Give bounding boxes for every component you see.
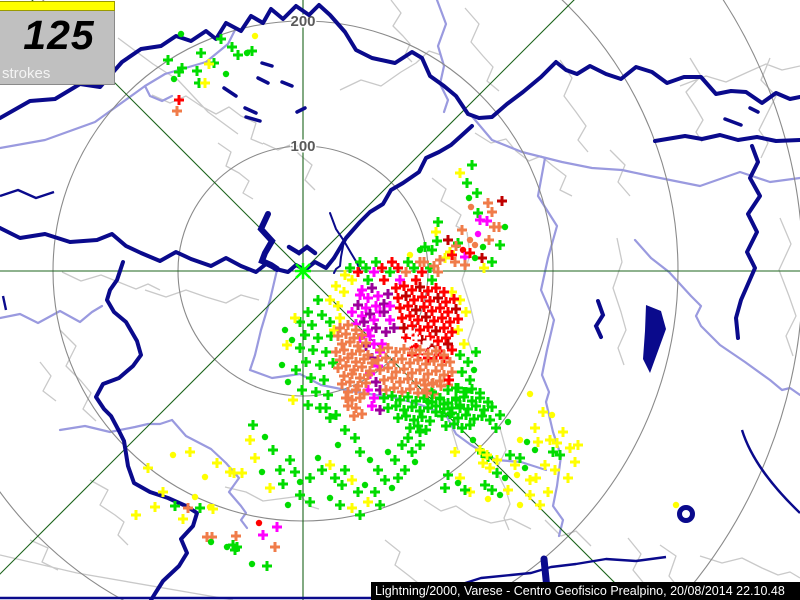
status-bar: Lightning/2000, Varese - Centro Geofisic… xyxy=(371,582,800,600)
lake-ring xyxy=(677,505,695,523)
stroke-counter-box: 125 strokes xyxy=(0,11,115,85)
lake-garda xyxy=(643,305,666,373)
center-marker xyxy=(295,263,311,279)
stroke-counter-panel: 125 strokes xyxy=(0,0,115,85)
stroke-rate-bar xyxy=(0,1,115,11)
strikes-layer xyxy=(131,30,680,571)
svg-text:200: 200 xyxy=(290,13,315,30)
stroke-count: 125 xyxy=(23,12,95,58)
lakes xyxy=(222,61,760,593)
stroke-count-label: strokes xyxy=(2,65,51,82)
svg-text:100: 100 xyxy=(290,138,315,155)
